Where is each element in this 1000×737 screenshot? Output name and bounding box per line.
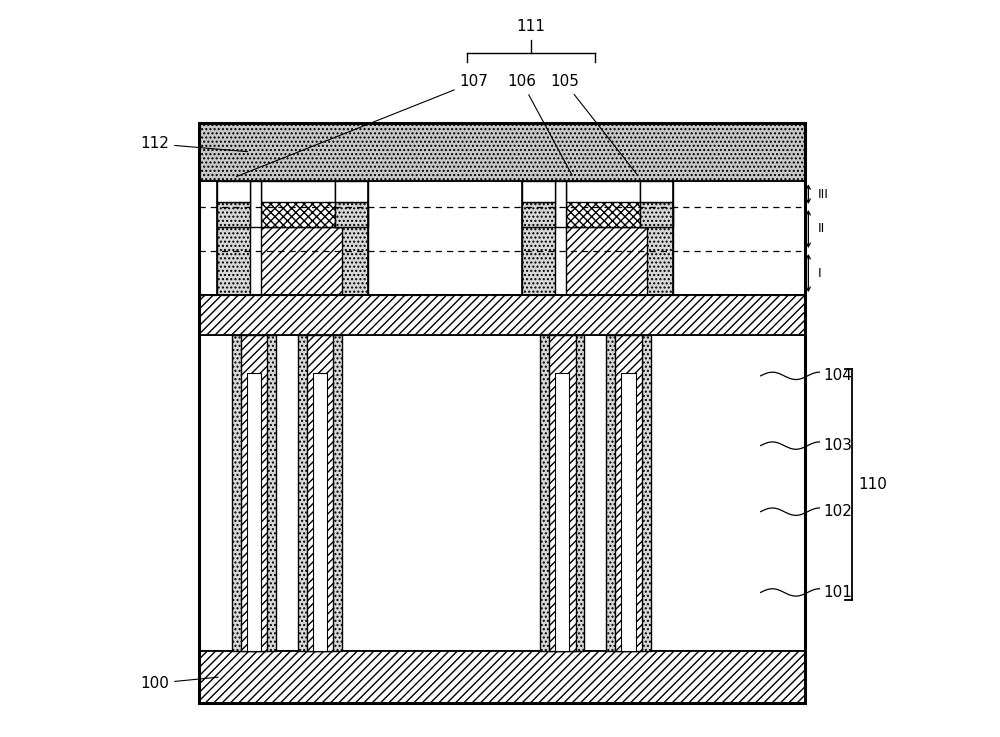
Bar <box>261 181 342 227</box>
Text: 102: 102 <box>823 504 852 519</box>
Text: I: I <box>818 267 822 279</box>
Bar <box>241 335 267 652</box>
Bar <box>247 374 261 652</box>
Bar <box>217 181 250 202</box>
Bar <box>540 335 584 652</box>
Bar <box>199 181 805 295</box>
Bar <box>261 227 342 295</box>
Bar <box>199 335 805 652</box>
Text: 105: 105 <box>550 74 638 175</box>
Bar <box>313 374 327 652</box>
Bar <box>217 181 368 295</box>
Bar <box>621 374 636 652</box>
Bar <box>549 335 576 652</box>
Bar <box>199 122 805 181</box>
Bar <box>640 202 673 227</box>
Bar <box>555 374 569 652</box>
Text: 101: 101 <box>823 585 852 600</box>
Bar <box>566 181 647 227</box>
Bar <box>640 206 673 295</box>
Bar <box>640 181 673 202</box>
Bar <box>566 181 647 202</box>
Text: 112: 112 <box>140 136 248 152</box>
Bar <box>335 202 368 227</box>
Bar <box>522 202 555 227</box>
Bar <box>199 122 805 702</box>
Bar <box>640 181 647 227</box>
Bar <box>566 227 647 295</box>
Bar <box>606 335 651 652</box>
Bar <box>335 206 368 295</box>
Text: 110: 110 <box>858 477 887 492</box>
Text: 106: 106 <box>507 74 572 175</box>
Text: 103: 103 <box>823 438 852 453</box>
Bar <box>261 181 342 202</box>
Text: II: II <box>818 223 825 236</box>
Text: 100: 100 <box>140 676 218 691</box>
Bar <box>232 335 276 652</box>
Text: 107: 107 <box>236 74 488 177</box>
Bar <box>250 181 261 227</box>
Bar <box>522 206 555 295</box>
Bar <box>199 652 805 702</box>
Bar <box>298 335 342 652</box>
Bar <box>217 206 250 295</box>
Bar <box>522 181 555 202</box>
Bar <box>335 181 342 227</box>
Bar <box>307 335 333 652</box>
Bar <box>217 202 250 227</box>
Bar <box>199 295 805 335</box>
Bar <box>335 181 368 202</box>
Text: 104: 104 <box>823 368 852 383</box>
Text: 111: 111 <box>517 19 546 35</box>
Bar <box>615 335 642 652</box>
Bar <box>522 181 673 295</box>
Bar <box>555 181 566 227</box>
Text: III: III <box>818 188 829 200</box>
